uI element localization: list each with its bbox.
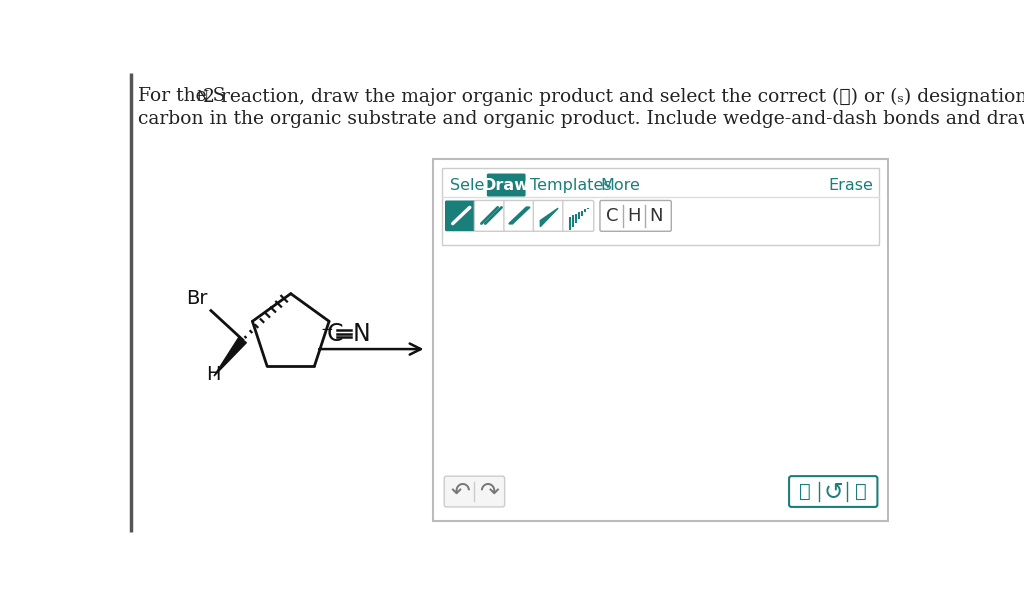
FancyBboxPatch shape <box>432 159 888 521</box>
Text: N: N <box>352 322 371 346</box>
Text: Draw: Draw <box>482 177 529 192</box>
Text: −: − <box>321 323 333 337</box>
Text: C: C <box>327 322 343 346</box>
Polygon shape <box>541 208 558 226</box>
FancyBboxPatch shape <box>442 168 879 245</box>
Text: N: N <box>649 207 663 225</box>
Text: For the S: For the S <box>138 87 225 105</box>
Text: ↺: ↺ <box>823 480 843 504</box>
Text: 2 reaction, draw the major organic product and select the correct (ℛ) or (ₛ) des: 2 reaction, draw the major organic produ… <box>203 87 1024 105</box>
FancyBboxPatch shape <box>444 476 505 507</box>
Text: More: More <box>600 177 640 192</box>
Text: Templates: Templates <box>530 177 612 192</box>
FancyBboxPatch shape <box>600 201 672 231</box>
Polygon shape <box>214 337 247 376</box>
FancyBboxPatch shape <box>563 201 594 231</box>
Text: N: N <box>197 90 208 104</box>
FancyBboxPatch shape <box>486 174 525 196</box>
FancyBboxPatch shape <box>790 476 878 507</box>
FancyBboxPatch shape <box>504 201 535 231</box>
Text: ↶: ↶ <box>451 480 470 504</box>
Text: Br: Br <box>186 289 208 307</box>
Text: 🔍: 🔍 <box>855 482 867 501</box>
Text: C: C <box>606 207 618 225</box>
FancyBboxPatch shape <box>445 201 476 231</box>
FancyBboxPatch shape <box>534 201 564 231</box>
Text: ↷: ↷ <box>479 480 499 504</box>
Text: carbon in the organic substrate and organic product. Include wedge-and-dash bond: carbon in the organic substrate and orga… <box>138 110 1024 128</box>
Text: Select: Select <box>450 177 499 192</box>
Text: H: H <box>206 365 221 384</box>
Text: 🔍: 🔍 <box>800 482 811 501</box>
FancyBboxPatch shape <box>474 201 506 231</box>
Text: H: H <box>628 207 641 225</box>
Text: Erase: Erase <box>827 177 872 192</box>
